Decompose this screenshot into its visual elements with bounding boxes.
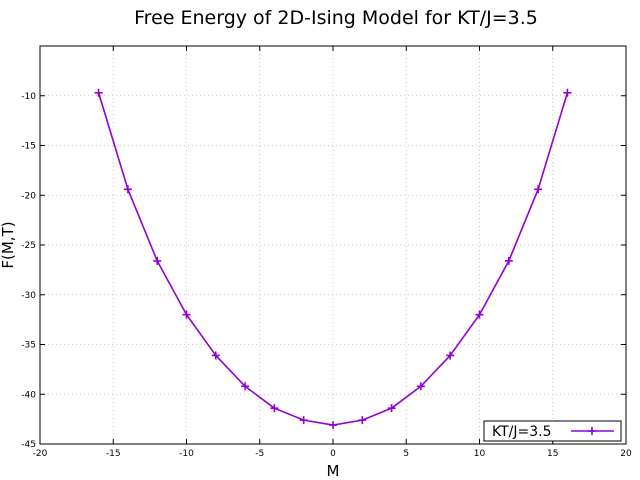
y-tick-label: -20 [21,191,36,201]
chart-title: Free Energy of 2D-Ising Model for KT/J=3… [134,7,538,29]
data-point-marker [387,404,396,413]
x-tick-label: -10 [179,449,194,459]
x-tick-label: -20 [33,449,48,459]
axis-ticks: -20 -15 -10 -5 0 5 10 15 20 -45 -40 -35 -30 -25 -20 -15… [21,46,632,459]
y-tick-label: -10 [21,92,36,102]
y-tick-label: -30 [21,291,36,301]
plot-frame [39,45,627,445]
data-point-marker [416,382,425,391]
x-tick-label: 20 [620,449,632,459]
y-tick-label: -25 [21,241,36,251]
data-point-marker [211,351,220,360]
x-tick-label: 10 [474,449,486,459]
data-point-marker [504,256,513,265]
legend-label: KT/J=3.5 [492,424,552,440]
series-layer [94,88,572,430]
x-tick-label: -5 [255,449,264,459]
y-axis-label: F(M,T) [0,221,17,268]
y-tick-label: -35 [21,341,36,351]
data-point-marker [241,382,250,391]
y-tick-label: -40 [21,390,36,400]
legend-box [483,420,622,442]
data-point-marker [123,185,132,194]
x-tick-label: 5 [403,449,409,459]
data-point-marker [94,88,103,97]
x-axis-label: M [327,462,340,480]
data-point-marker [299,416,308,425]
legend: KT/J=3.5 [483,420,622,442]
x-tick-label: -15 [106,449,121,459]
legend-marker [588,427,596,435]
data-point-marker [182,310,191,319]
data-point-marker [563,88,572,97]
data-point-marker [446,351,455,360]
x-tick-label: 0 [330,449,336,459]
data-point-marker [329,421,337,430]
data-point-marker [475,310,484,319]
y-tick-label: -15 [21,142,36,152]
data-point-marker [534,185,543,194]
data-point-marker [153,256,162,265]
x-tick-label: 15 [547,449,558,459]
data-point-marker [358,416,367,425]
grid [40,46,626,444]
y-tick-label: -45 [21,440,36,450]
data-point-marker [270,404,279,413]
